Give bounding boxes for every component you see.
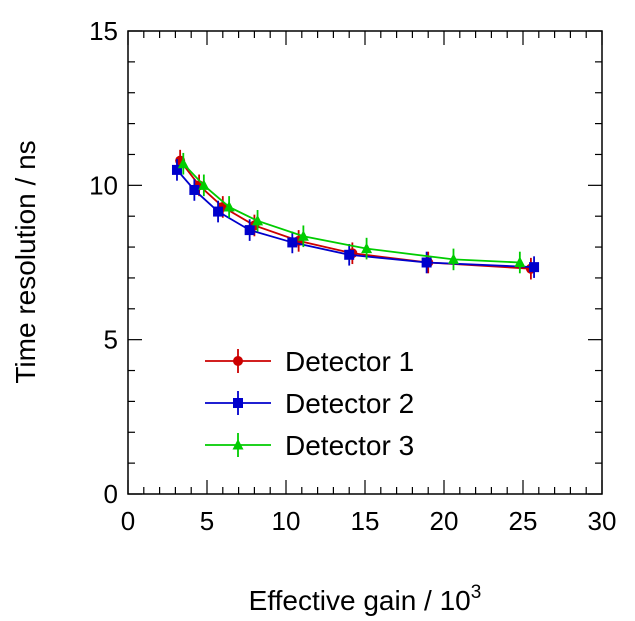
data-point: [344, 249, 355, 260]
series-layer: [171, 149, 540, 280]
x-axis-title-superscript: 3: [471, 582, 482, 603]
data-point: [223, 200, 235, 212]
data-point: [297, 230, 309, 241]
series-2: [171, 159, 540, 278]
legend-entry: Detector 2: [205, 388, 414, 419]
data-point: [514, 256, 526, 267]
axis-ticks: [127, 30, 603, 495]
x-tick-label: 25: [509, 506, 538, 536]
data-point: [361, 242, 373, 254]
data-point: [252, 214, 264, 226]
y-tick-label: 5: [104, 325, 118, 355]
legend-marker: [233, 356, 243, 366]
x-tick-label: 0: [121, 506, 135, 536]
x-axis-title-text: Effective gain / 10: [249, 585, 471, 616]
data-point: [189, 184, 200, 195]
y-tick-label: 15: [89, 16, 118, 46]
x-tick-label: 20: [430, 506, 459, 536]
tick-labels: 0 5 10 15 20 25 30 0 5 10 15: [89, 16, 616, 536]
x-axis-title: Effective gain / 103: [249, 582, 482, 616]
data-point: [244, 225, 255, 236]
legend-marker: [233, 398, 243, 408]
x-tick-label: 10: [272, 506, 301, 536]
legend-entry: Detector 1: [205, 346, 414, 377]
legend-label: Detector 2: [285, 388, 414, 419]
legend-entry: Detector 3: [205, 430, 414, 461]
y-axis-title: Time resolution / ns: [10, 140, 41, 383]
legend-label: Detector 1: [285, 346, 414, 377]
x-tick-label: 5: [200, 506, 214, 536]
x-tick-label: 15: [351, 506, 380, 536]
data-point: [421, 257, 432, 268]
y-tick-label: 0: [104, 479, 118, 509]
legend-marker: [232, 439, 244, 450]
data-point: [529, 262, 540, 273]
data-point: [171, 164, 182, 175]
series-3: [177, 152, 526, 274]
data-point: [213, 206, 224, 217]
data-point: [287, 237, 298, 248]
y-tick-label: 10: [89, 170, 118, 200]
x-tick-label: 30: [588, 506, 617, 536]
legend-label: Detector 3: [285, 430, 414, 461]
data-point: [198, 179, 210, 190]
data-point: [177, 157, 189, 169]
legend: Detector 1 Detector 2 Detector 3: [205, 346, 414, 461]
data-point: [447, 253, 459, 264]
